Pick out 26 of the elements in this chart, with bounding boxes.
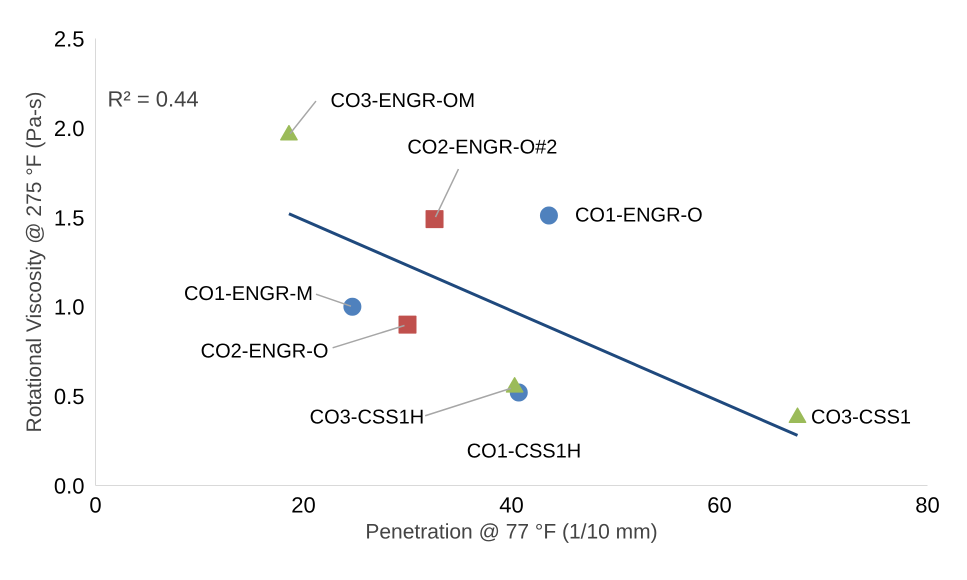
annotation: CO2-ENGR-O [200, 340, 328, 362]
y-tick-label: 0.0 [54, 474, 85, 498]
point [398, 316, 416, 334]
annotation: R² = 0.44 [108, 86, 199, 112]
x-tick-label: 40 [499, 492, 524, 518]
annotation: CO3-ENGR-OM [330, 90, 475, 112]
y-axis-title: Rotational Viscosity @ 275 °F (Pa-s) [22, 92, 46, 432]
y-tick-label: 1.5 [54, 205, 85, 230]
annotation: CO2-ENGR-O#2 [407, 136, 558, 159]
point [426, 210, 444, 228]
x-tick-label: 0 [89, 492, 102, 518]
x-tick-label: 60 [707, 492, 732, 518]
annotation: CO3-CSS1H [310, 406, 424, 429]
y-tick-label: 2.5 [54, 26, 85, 52]
x-axis-title: Penetration @ 77 °F (1/10 mm) [365, 520, 658, 544]
y-tick-label: 2.0 [54, 116, 85, 141]
annotation: CO1-CSS1H [466, 440, 582, 463]
annotation: CO1-ENGR-M [184, 283, 313, 306]
x-tick-label: 80 [915, 492, 940, 518]
point [540, 206, 558, 224]
annotation: CO1-ENGR-O [574, 204, 703, 227]
annotation: CO3-CSS1 [811, 406, 912, 429]
point [343, 298, 362, 316]
y-tick-label: 0.5 [54, 384, 85, 410]
x-tick-label: 20 [291, 492, 316, 518]
y-tick-label: 1.0 [54, 294, 85, 320]
